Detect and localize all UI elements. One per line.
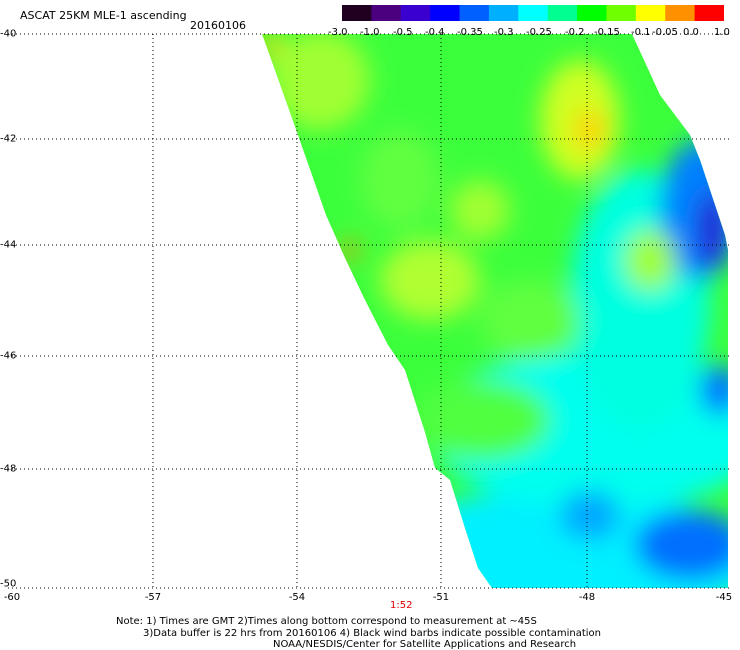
graticule [8, 33, 732, 589]
cbar-label-11: 0.0 [683, 27, 699, 38]
colorbar-swatch [342, 5, 372, 21]
note-line-3: NOAA/NESDIS/Center for Satellite Applica… [273, 639, 577, 650]
x-tick-label: -57 [144, 592, 162, 603]
x-tick-label: -60 [3, 592, 21, 603]
note-line-2: 3)Data buffer is 22 hrs from 20160106 4)… [143, 628, 601, 639]
y-tick-label: -44 [0, 239, 17, 251]
colorbar-swatch [665, 5, 696, 21]
note-line-1: Note: 1) Times are GMT 2)Times along bot… [116, 616, 537, 627]
y-tick-label: -48 [0, 463, 17, 475]
colorbar-swatch [459, 5, 490, 21]
colorbar-swatch [606, 5, 637, 21]
cbar-label-0: -3.0 [328, 27, 348, 38]
cbar-label-1: -1.0 [360, 27, 380, 38]
cbar-label-8: -0.15 [594, 27, 620, 38]
colorbar-labels: -3.0 -1.0 -0.5 -0.4 -0.35 -0.3 -0.25 -0.… [328, 27, 740, 39]
cbar-label-2: -0.5 [393, 27, 413, 38]
cbar-label-4: -0.35 [457, 27, 483, 38]
pass-time-label: 1:52 [390, 600, 413, 611]
x-tick-label: -54 [288, 592, 306, 603]
colorbar-swatch [694, 5, 724, 21]
cbar-label-10: -0.05 [652, 27, 678, 38]
cbar-label-7: -0.2 [565, 27, 585, 38]
map-title: ASCAT 25KM MLE-1 ascending [20, 9, 187, 22]
colorbar-swatch [488, 5, 519, 21]
x-tick-label: -51 [432, 592, 450, 603]
cbar-label-12: 1.0 [714, 27, 730, 38]
x-tick-label: -45 [715, 592, 733, 603]
y-tick-label: -40 [0, 28, 17, 40]
cbar-label-9: -0.1 [631, 27, 651, 38]
colorbar-swatch [547, 5, 578, 21]
colorbar-swatch [577, 5, 607, 21]
cbar-label-5: -0.3 [494, 27, 514, 38]
y-tick-label: -42 [0, 133, 17, 145]
x-tick-label: -48 [578, 592, 596, 603]
map-date: 20160106 [190, 19, 246, 32]
colorbar-swatch [371, 5, 402, 21]
colorbar-swatch [518, 5, 549, 21]
colorbar-swatch [400, 5, 431, 21]
y-tick-label: -50 [0, 578, 17, 590]
colorbar-swatch [430, 5, 461, 21]
colorbar-swatch [635, 5, 666, 21]
y-tick-label: -46 [0, 350, 17, 362]
cbar-label-6: -0.25 [526, 27, 552, 38]
cbar-label-3: -0.4 [425, 27, 445, 38]
colorbar [342, 5, 724, 21]
